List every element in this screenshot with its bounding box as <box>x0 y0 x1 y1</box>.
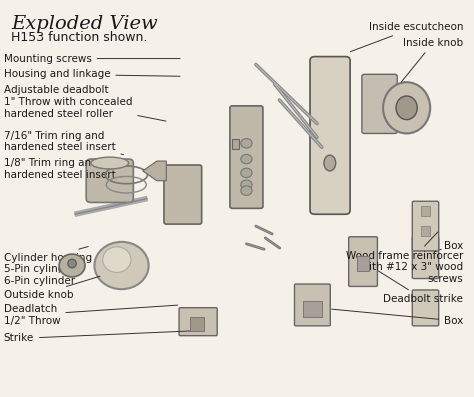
Text: Cylinder housing: Cylinder housing <box>4 247 92 263</box>
Text: Deadbolt strike: Deadbolt strike <box>378 271 463 304</box>
Ellipse shape <box>94 242 149 289</box>
Circle shape <box>241 139 252 148</box>
Ellipse shape <box>103 247 131 272</box>
FancyBboxPatch shape <box>86 159 133 202</box>
Circle shape <box>241 154 252 164</box>
Polygon shape <box>143 161 166 181</box>
FancyBboxPatch shape <box>164 165 201 224</box>
FancyBboxPatch shape <box>310 57 350 214</box>
Text: Deadlatch
1/2" Throw: Deadlatch 1/2" Throw <box>4 304 178 326</box>
Text: 6-Pin cylinder: 6-Pin cylinder <box>4 269 75 286</box>
Text: Inside knob: Inside knob <box>401 38 463 82</box>
FancyBboxPatch shape <box>230 106 263 208</box>
FancyBboxPatch shape <box>294 284 330 326</box>
Text: Outside knob: Outside knob <box>4 276 100 300</box>
Text: Adjustable deadbolt
1" Throw with concealed
hardened steel roller: Adjustable deadbolt 1" Throw with concea… <box>4 85 166 121</box>
FancyBboxPatch shape <box>412 290 438 326</box>
Circle shape <box>241 168 252 177</box>
Bar <box>421 206 430 216</box>
Text: 5-Pin cylinder: 5-Pin cylinder <box>4 260 75 274</box>
Text: Wood frame reinforcer
With #12 x 3" wood
screws: Wood frame reinforcer With #12 x 3" wood… <box>346 232 463 284</box>
Text: Mounting screws: Mounting screws <box>4 54 180 64</box>
Circle shape <box>241 186 252 195</box>
Text: H153 function shown.: H153 function shown. <box>11 31 147 44</box>
FancyBboxPatch shape <box>362 74 397 133</box>
Ellipse shape <box>59 254 85 277</box>
Ellipse shape <box>324 155 336 171</box>
Text: Exploded View: Exploded View <box>11 15 157 33</box>
Bar <box>232 139 239 149</box>
FancyBboxPatch shape <box>412 237 438 279</box>
Bar <box>303 301 322 317</box>
FancyBboxPatch shape <box>412 201 438 251</box>
Text: Strike: Strike <box>4 331 197 343</box>
Text: Box: Box <box>332 309 463 326</box>
Text: 1/8" Trim ring and
hardened steel insert: 1/8" Trim ring and hardened steel insert <box>4 158 121 180</box>
Circle shape <box>241 180 252 189</box>
Text: Box: Box <box>439 241 463 251</box>
Bar <box>190 317 204 331</box>
Ellipse shape <box>68 259 76 268</box>
Ellipse shape <box>383 82 430 133</box>
Ellipse shape <box>91 157 128 169</box>
Text: 7/16" Trim ring and
hardened steel insert: 7/16" Trim ring and hardened steel inser… <box>4 131 124 154</box>
Bar <box>357 256 369 272</box>
Bar <box>421 226 430 236</box>
FancyBboxPatch shape <box>349 237 377 286</box>
Text: Housing and linkage: Housing and linkage <box>4 69 180 79</box>
Ellipse shape <box>396 96 417 119</box>
FancyBboxPatch shape <box>179 308 217 336</box>
Text: Inside escutcheon: Inside escutcheon <box>350 22 463 52</box>
